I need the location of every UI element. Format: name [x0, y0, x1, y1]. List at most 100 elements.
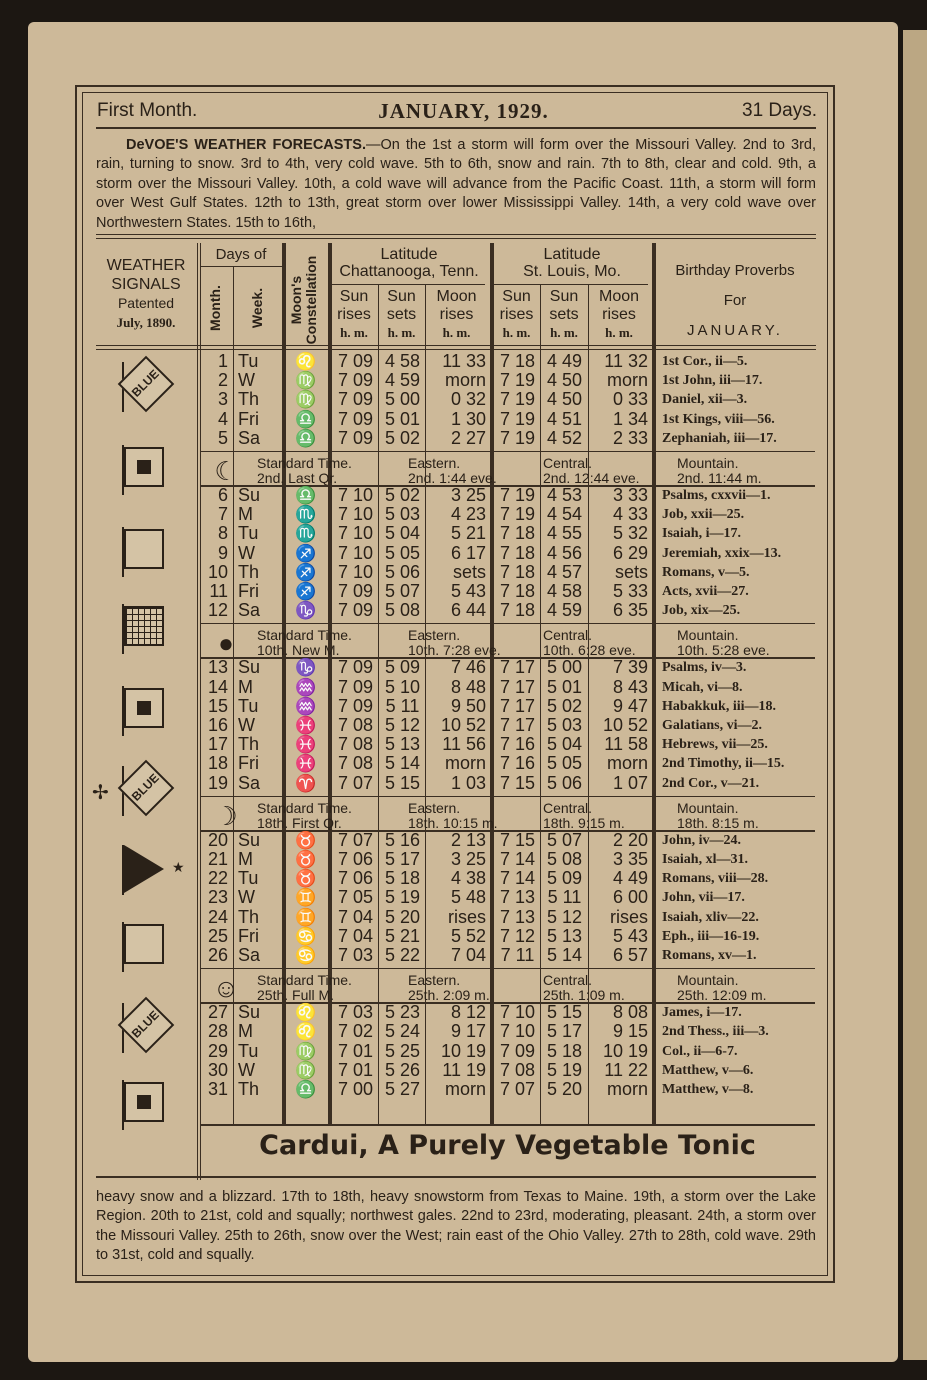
- stl-moon-rises: 11 32: [604, 351, 648, 371]
- chat-sun-sets: 5 08: [384, 600, 421, 621]
- month-ordinal: First Month.: [97, 100, 198, 121]
- day-of-week: Tu: [238, 695, 259, 716]
- chat-sun-rises: 7 09: [337, 657, 374, 678]
- stl-sun-rises: 7 16: [499, 734, 536, 755]
- star-icon: ★: [172, 859, 185, 875]
- chat-sun-sets: 5 16: [384, 829, 421, 850]
- day-of-week: Fri: [238, 753, 259, 774]
- phase: 10th. New M.: [257, 642, 340, 659]
- stl-sun-sets: 4 51: [546, 408, 583, 429]
- stl-sun-rises: 7 13: [499, 906, 536, 927]
- chat-sun-sets: 4 59: [384, 370, 421, 391]
- chat-moon-rises: 10 19: [440, 1040, 486, 1061]
- stl-moon-rises: 6 00: [612, 887, 648, 908]
- days-count: 31 Days.: [742, 100, 817, 121]
- day-of-month: 30: [207, 1059, 228, 1080]
- divider: [96, 127, 816, 129]
- stl-moon-rises: 7 39: [612, 657, 648, 678]
- std-label: Standard Time.: [257, 627, 352, 644]
- mountain-time: 2nd. 11:44 m.: [677, 470, 762, 486]
- weather-forecast-top: DeVOE'S WEATHER FORECASTS.—On the 1st a …: [96, 136, 816, 233]
- day-of-week: M: [238, 504, 253, 525]
- chat-sun-rises: 7 04: [337, 925, 374, 946]
- stl-moon-rises: rises: [609, 906, 648, 927]
- column-rule: [233, 266, 234, 1125]
- chat-moon-rises: 7 04: [450, 945, 486, 965]
- stl-moon-rises: morn: [606, 753, 648, 774]
- stl-sun-rises: 7 17: [499, 695, 536, 716]
- day-of-week: W: [238, 370, 255, 391]
- central-label: Central.: [543, 799, 593, 816]
- eastern-time: 10th. 7:28 eve.: [408, 642, 501, 659]
- pisces-icon: ♓: [295, 754, 317, 774]
- stl-sun-rises: 7 18: [499, 600, 536, 621]
- day-of-month: 17: [207, 734, 228, 755]
- virgo-icon: ♍: [295, 1041, 317, 1061]
- white-flag-icon: [124, 529, 164, 569]
- cancer-icon: ♋: [295, 926, 317, 946]
- chat-moon-rises: 0 32: [450, 389, 486, 410]
- stl-sun-rises: 7 19: [499, 485, 536, 505]
- day-of-month: 25: [207, 925, 228, 946]
- chat-sun-rises: 7 05: [337, 887, 374, 908]
- phase: 18th. First Qr.: [257, 814, 342, 831]
- stl-moon-rises: 1 34: [612, 408, 648, 429]
- birthday-proverb: Romans, v—5.: [662, 564, 750, 580]
- stl-sun-sets: 5 04: [546, 734, 583, 755]
- chat-sun-sets: 5 10: [384, 676, 421, 697]
- white-flag-icon: [124, 924, 164, 964]
- stl-sun-rises: 7 17: [499, 657, 536, 678]
- virgo-icon: ♍: [295, 390, 317, 410]
- day-of-month: 1: [217, 351, 228, 371]
- stl-moon-rises: 10 19: [602, 1040, 648, 1061]
- eastern-time: 18th. 10:15 m.: [408, 814, 498, 831]
- chat-moon-rises: 7 46: [450, 657, 486, 678]
- chat-sun-sets: 5 22: [384, 945, 421, 965]
- stl-sun-rises: 7 18: [499, 351, 536, 371]
- chat-sun-rises: 7 07: [337, 772, 374, 793]
- table-row: 13 Su ♑ 7 09 5 09 7 46 7 17 5 00 7 39 Psalms, iv—…: [200, 657, 815, 678]
- stl-sun-sets: 5 19: [546, 1059, 583, 1080]
- chat-sun-rises: 7 00: [337, 1079, 374, 1099]
- mountain-label: Mountain.: [677, 455, 739, 471]
- signals-h3: Patented: [117, 295, 175, 311]
- table-row: 29 Tu ♍ 7 01 5 25 10 19 7 09 5 18 10 19 Col., ii—…: [200, 1040, 815, 1061]
- day-of-month: 7: [217, 504, 228, 525]
- pisces-icon: ♓: [295, 716, 317, 735]
- stl-moon-rises: 4 49: [612, 868, 648, 889]
- chat-sun-sets: 5 13: [384, 734, 421, 755]
- day-of-week: M: [238, 676, 253, 697]
- gemini-icon: ♊: [295, 888, 317, 908]
- stl-moon-rises: morn: [606, 1079, 648, 1099]
- flag-label: BLUE: [128, 1007, 162, 1041]
- birthday-proverb: Matthew, v—8.: [662, 1082, 754, 1097]
- chat-sun-sets: 5 18: [384, 868, 421, 889]
- day-of-week: Tu: [238, 1040, 259, 1061]
- birthday-proverb: Psalms, cxxvii—1.: [662, 488, 771, 503]
- stl-sun-rises: 7 19: [499, 370, 536, 391]
- stl-sun-sets: 4 56: [546, 542, 583, 563]
- birthday-proverb: 2nd Cor., v—21.: [662, 775, 760, 791]
- day-of-week: Su: [238, 485, 261, 505]
- page-inner-border: [82, 92, 828, 1276]
- day-of-month: 9: [217, 542, 228, 563]
- day-of-month: 8: [217, 523, 228, 544]
- stl-sun-sets: 5 08: [546, 849, 583, 869]
- stl-moon-rises: 6 57: [612, 945, 648, 965]
- flag-pole: [122, 686, 124, 736]
- hm-label: h. m.: [387, 325, 416, 340]
- chat-sun-sets: 5 01: [384, 408, 421, 429]
- stl-sun-rises: 7 16: [499, 753, 536, 774]
- stl-sun-sets: 4 59: [546, 600, 583, 621]
- std-label: Standard Time.: [257, 799, 352, 816]
- table-row: 24 Th ♊ 7 04 5 20 rises 7 13 5 12 rises Isaiah, x…: [200, 906, 815, 927]
- chat-moon-rises: 6 17: [450, 542, 486, 563]
- sagittarius-icon: ♐: [295, 562, 317, 582]
- divider: [200, 968, 815, 970]
- chat-sun-sets: 5 02: [384, 485, 421, 505]
- lat1-city: Chattanooga, Tenn.: [339, 263, 479, 280]
- day-of-month: 28: [207, 1021, 228, 1042]
- day-of-month: 5: [217, 427, 228, 448]
- chat-moon-rises: 3 25: [450, 485, 486, 505]
- stl-sun-rises: 7 18: [499, 561, 536, 582]
